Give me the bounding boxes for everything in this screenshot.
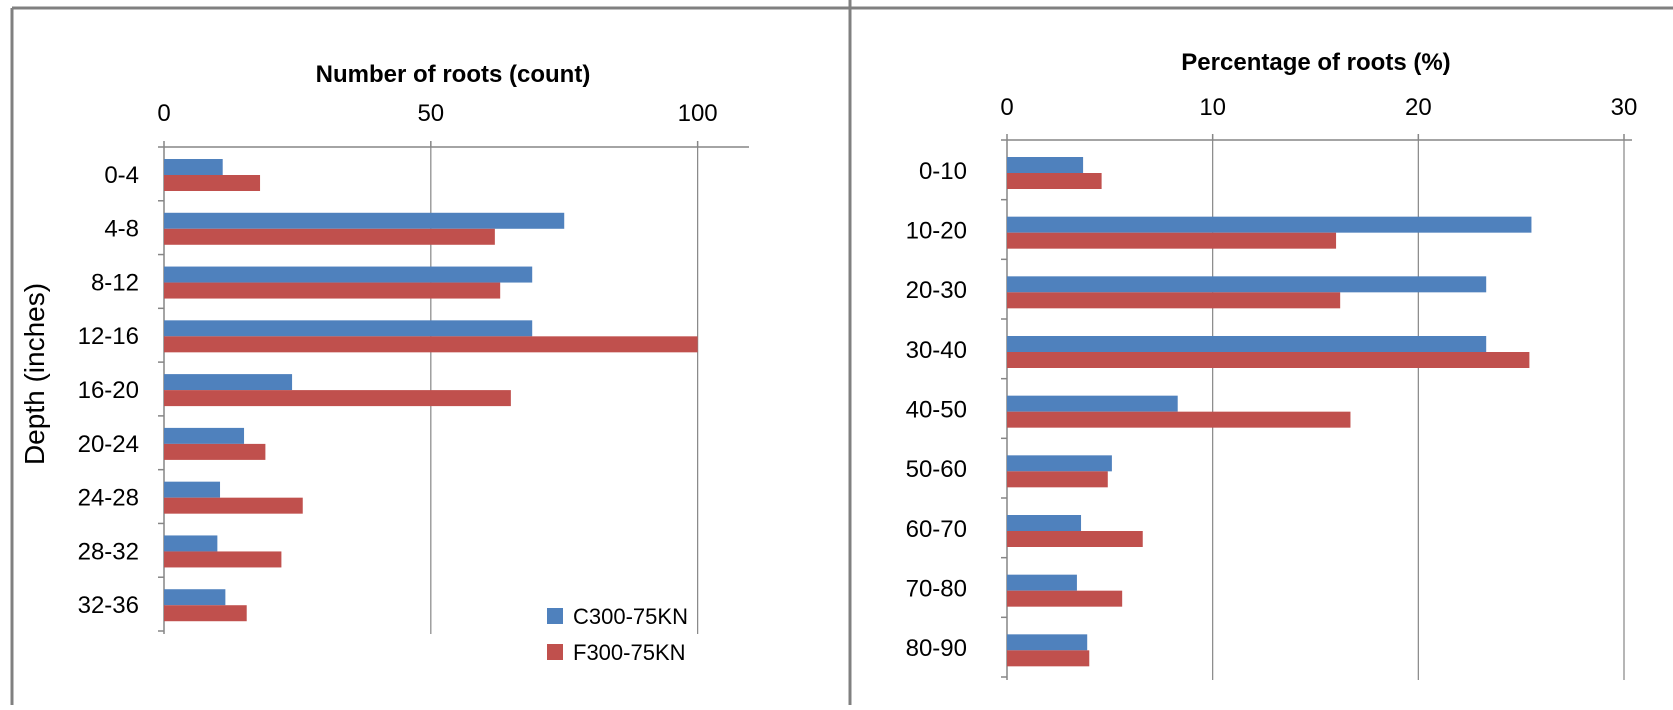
- chart-title: Number of roots (count): [316, 61, 591, 88]
- bar-f300-75kn-80-90: [1007, 650, 1090, 667]
- bar-c300-75kn-32-36: [164, 589, 226, 606]
- bar-f300-75kn-10-20: [1007, 232, 1337, 249]
- bar-f300-75kn-20-24: [164, 443, 266, 460]
- bar-c300-75kn-12-16: [164, 320, 533, 337]
- y-category-label: 20-30: [906, 277, 967, 304]
- bar-c300-75kn-50-60: [1007, 455, 1112, 472]
- y-category-label: 80-90: [906, 635, 967, 662]
- y-category-label: 40-50: [906, 397, 967, 424]
- bar-f300-75kn-28-32: [164, 551, 282, 568]
- y-category-label: 24-28: [78, 485, 139, 512]
- y-category-label: 30-40: [906, 337, 967, 364]
- x-tick-label: 0: [157, 100, 170, 127]
- bar-f300-75kn-0-4: [164, 175, 261, 191]
- x-tick-label: 10: [1199, 94, 1226, 121]
- bar-c300-75kn-20-24: [164, 427, 245, 444]
- bar-f300-75kn-40-50: [1007, 411, 1351, 428]
- bar-f300-75kn-24-28: [164, 497, 303, 514]
- y-category-label: 10-20: [906, 218, 967, 245]
- roots-count-chart: Number of roots (count) 0 50 100 0-4 4-8 8-12 1…: [10, 0, 852, 705]
- bar-f300-75kn-70-80: [1007, 590, 1123, 607]
- y-category-label: 32-36: [78, 592, 139, 619]
- x-tick-label: 50: [417, 100, 444, 127]
- bar-f300-75kn-16-20: [164, 390, 511, 407]
- bar-c300-75kn-8-12: [164, 266, 533, 283]
- bar-c300-75kn-30-40: [1007, 336, 1487, 352]
- bar-f300-75kn-4-8: [164, 228, 495, 245]
- bar-c300-75kn-4-8: [164, 212, 565, 229]
- y-category-label: 20-24: [78, 431, 139, 458]
- y-category-label: 0-10: [919, 158, 967, 185]
- x-tick-label: 30: [1611, 94, 1638, 121]
- y-category-label: 70-80: [906, 576, 967, 603]
- bar-f300-75kn-0-10: [1007, 173, 1102, 189]
- chart-panel-roots-count: Number of roots (count) 0 50 100 0-4 4-8 8-12 1…: [10, 0, 852, 705]
- y-category-label: 60-70: [906, 516, 967, 543]
- bar-c300-75kn-24-28: [164, 481, 221, 498]
- bar-f300-75kn-12-16: [164, 336, 698, 353]
- y-category-label: 4-8: [104, 216, 139, 243]
- bar-f300-75kn-50-60: [1007, 471, 1108, 488]
- bar-f300-75kn-8-12: [164, 282, 501, 299]
- bar-c300-75kn-60-70: [1007, 515, 1082, 531]
- y-axis-title: Depth (inches): [19, 283, 50, 465]
- y-category-label: 8-12: [91, 269, 139, 296]
- bar-c300-75kn-28-32: [164, 535, 218, 552]
- y-category-label: 16-20: [78, 377, 139, 404]
- bar-c300-75kn-80-90: [1007, 634, 1088, 651]
- bar-f300-75kn-60-70: [1007, 531, 1143, 547]
- legend-label-f300-75kn: F300-75KN: [573, 640, 686, 665]
- roots-percentage-chart: Percentage of roots (%) 0 10 20 30 0-10 10-20 2…: [848, 0, 1673, 705]
- bar-c300-75kn-20-30: [1007, 276, 1487, 293]
- bar-c300-75kn-0-4: [164, 159, 223, 175]
- bar-c300-75kn-16-20: [164, 374, 293, 391]
- y-category-label: 0-4: [104, 162, 139, 189]
- bar-f300-75kn-32-36: [164, 605, 247, 622]
- bar-c300-75kn-0-10: [1007, 157, 1084, 173]
- legend-swatch-f300-75kn: [547, 644, 563, 660]
- y-category-label: 12-16: [78, 323, 139, 350]
- chart-title: Percentage of roots (%): [1181, 49, 1450, 76]
- bar-f300-75kn-20-30: [1007, 292, 1341, 309]
- chart-panel-roots-percentage: Percentage of roots (%) 0 10 20 30 0-10 10-20 2…: [848, 0, 1673, 705]
- x-tick-label: 100: [678, 100, 718, 127]
- x-tick-label: 20: [1405, 94, 1432, 121]
- bar-c300-75kn-70-80: [1007, 574, 1077, 591]
- legend-swatch-c300-75kn: [547, 608, 563, 624]
- y-category-label: 28-32: [78, 538, 139, 565]
- bar-c300-75kn-10-20: [1007, 216, 1532, 233]
- y-category-label: 50-60: [906, 456, 967, 483]
- bar-c300-75kn-40-50: [1007, 395, 1178, 412]
- x-tick-label: 0: [1000, 94, 1013, 121]
- legend-label-c300-75kn: C300-75KN: [573, 604, 688, 629]
- bar-f300-75kn-30-40: [1007, 352, 1530, 368]
